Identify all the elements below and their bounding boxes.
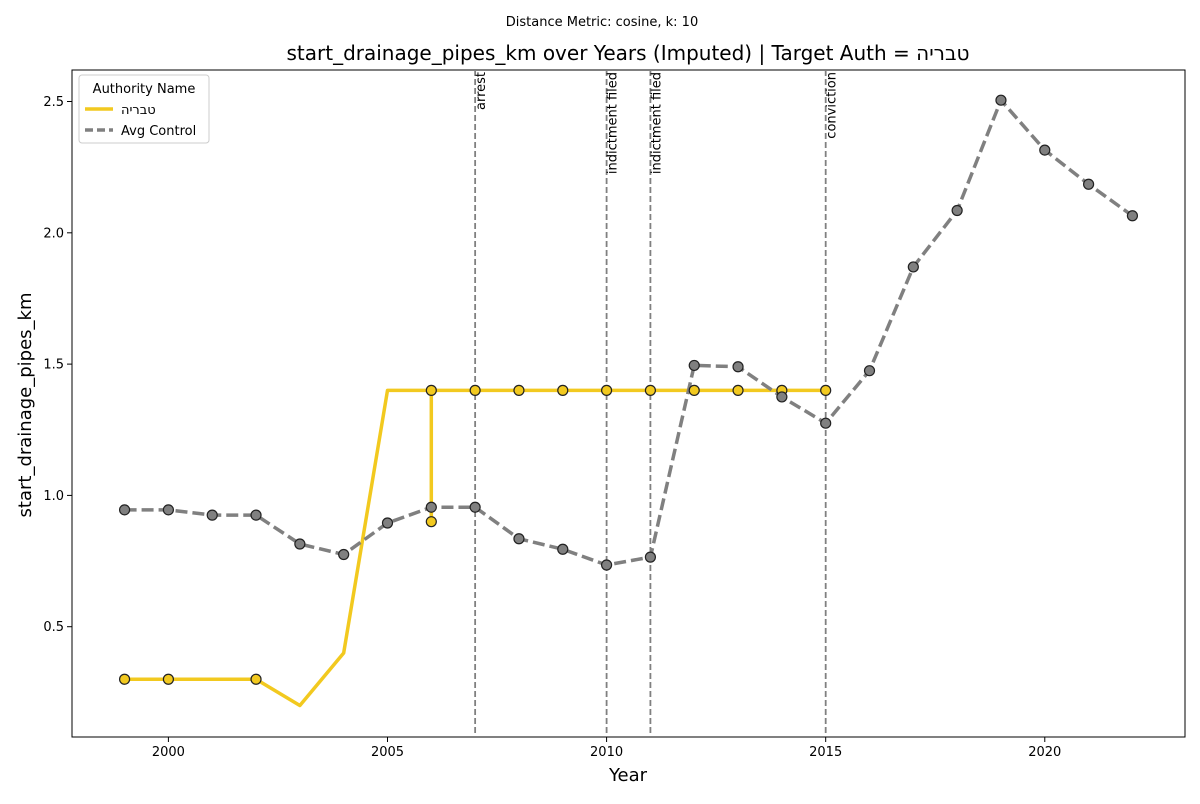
target-point bbox=[557, 384, 569, 396]
target-point bbox=[513, 384, 525, 396]
y-tick-label: 1.0 bbox=[43, 489, 64, 504]
target-point bbox=[425, 384, 437, 396]
axes-frame bbox=[71, 69, 1186, 738]
target-point bbox=[820, 384, 832, 396]
control-point bbox=[206, 509, 218, 521]
control-point bbox=[469, 501, 481, 513]
target-point bbox=[425, 516, 437, 528]
y-tick-label: 2.0 bbox=[43, 226, 64, 241]
x-tick-label: 2015 bbox=[809, 745, 842, 760]
target-point bbox=[688, 384, 700, 396]
control-point bbox=[776, 391, 788, 403]
event-label: conviction bbox=[825, 72, 840, 139]
x-tick-label: 2010 bbox=[590, 745, 623, 760]
chart-title: start_drainage_pipes_km over Years (Impu… bbox=[286, 41, 969, 65]
y-tick-label: 1.5 bbox=[43, 358, 64, 373]
control-point bbox=[907, 261, 919, 273]
event-label: indictment filed bbox=[606, 72, 621, 174]
x-tick-label: 2005 bbox=[371, 745, 404, 760]
control-point bbox=[644, 551, 657, 563]
y-tick-label: 2.5 bbox=[43, 95, 64, 110]
legend-box bbox=[78, 74, 210, 144]
control-point bbox=[1126, 210, 1139, 222]
control-point bbox=[425, 501, 437, 513]
target-point bbox=[162, 673, 175, 685]
control-point bbox=[381, 517, 394, 529]
control-point bbox=[732, 361, 744, 373]
control-point bbox=[118, 504, 131, 516]
chart-suptitle: Distance Metric: cosine, k: 10 bbox=[506, 15, 698, 30]
control-series-line bbox=[124, 98, 1134, 567]
x-axis-label: Year bbox=[608, 765, 648, 786]
target-point bbox=[469, 384, 481, 396]
target-point bbox=[600, 384, 613, 396]
y-tick-label: 0.5 bbox=[43, 620, 64, 635]
legend-title: Authority Name bbox=[93, 82, 196, 97]
control-point bbox=[513, 533, 525, 545]
event-label: indictment filed bbox=[649, 72, 664, 174]
target-point bbox=[732, 384, 744, 396]
control-point bbox=[338, 548, 350, 561]
control-point bbox=[863, 365, 876, 377]
target-point bbox=[118, 673, 131, 685]
control-point bbox=[557, 543, 569, 555]
control-point bbox=[294, 538, 306, 550]
x-tick-label: 2020 bbox=[1028, 745, 1061, 760]
target-point bbox=[250, 673, 262, 685]
control-point bbox=[820, 417, 832, 429]
control-point bbox=[688, 359, 700, 372]
control-point bbox=[1082, 178, 1095, 190]
event-label: arrest bbox=[474, 72, 489, 110]
target-point bbox=[644, 384, 657, 396]
control-point bbox=[951, 204, 963, 217]
legend-entry-control: Avg Control bbox=[121, 124, 196, 139]
y-axis-label: start_drainage_pipes_km bbox=[15, 293, 36, 518]
control-point bbox=[162, 504, 175, 516]
control-point bbox=[600, 559, 613, 571]
plot-area: 2000 2005 2010 2015 2020 0.5 1.0 1.5 2.0 2.5 arres… bbox=[43, 69, 1186, 760]
control-point bbox=[1039, 144, 1051, 156]
legend-entry-target: טבריה bbox=[121, 103, 156, 118]
x-tick-label: 2000 bbox=[152, 745, 185, 760]
control-point bbox=[250, 509, 262, 521]
legend: Authority Name טבריה Avg Control bbox=[78, 74, 210, 144]
control-point bbox=[995, 94, 1007, 106]
